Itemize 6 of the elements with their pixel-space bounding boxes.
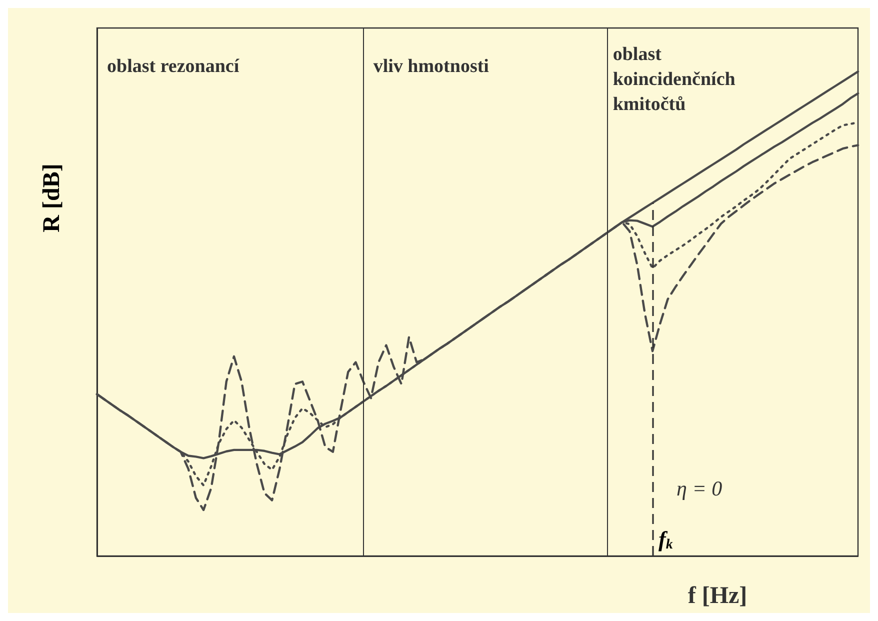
y-axis-title: R [dB]: [39, 164, 65, 232]
annotation: η = 0: [676, 476, 723, 500]
annotation: oblast rezonancí: [107, 56, 240, 77]
annotation: vliv hmotnosti: [373, 56, 489, 77]
x-axis-title: f [Hz]: [688, 583, 748, 609]
annotation: oblast koincidenčních kmitočtů: [612, 44, 740, 115]
